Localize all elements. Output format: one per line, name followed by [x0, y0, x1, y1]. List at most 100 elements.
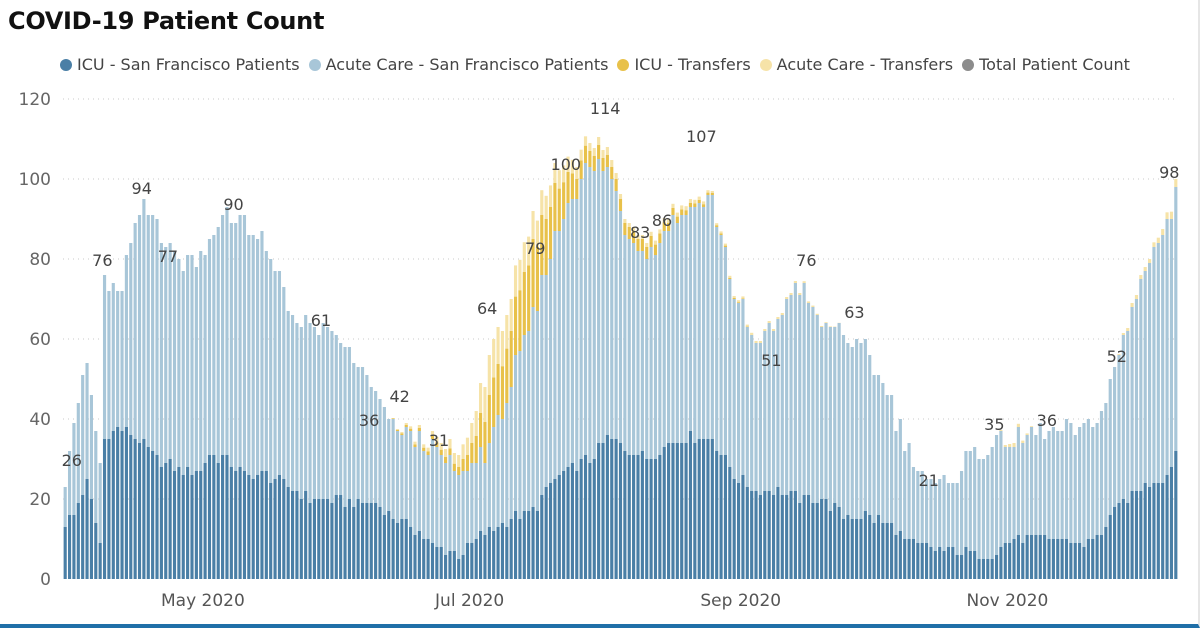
bar-segment[interactable] — [256, 475, 260, 579]
bar-segment[interactable] — [640, 251, 644, 451]
bar-segment[interactable] — [435, 442, 439, 447]
bar-segment[interactable] — [535, 247, 539, 311]
bar-segment[interactable] — [1121, 335, 1125, 499]
bar-segment[interactable] — [365, 503, 369, 579]
bar-segment[interactable] — [680, 215, 684, 443]
bar-segment[interactable] — [513, 355, 518, 511]
bar-segment[interactable] — [1156, 243, 1160, 483]
bar-segment[interactable] — [959, 471, 964, 555]
bar-segment[interactable] — [933, 551, 937, 579]
bar-segment[interactable] — [269, 483, 273, 579]
bar-segment[interactable] — [583, 145, 588, 163]
bar-segment[interactable] — [500, 523, 505, 579]
bar-segment[interactable] — [1108, 379, 1112, 515]
bar-segment[interactable] — [741, 475, 745, 579]
bar-segment[interactable] — [557, 475, 561, 579]
bar-segment[interactable] — [286, 487, 290, 579]
bar-segment[interactable] — [295, 491, 299, 579]
bar-segment[interactable] — [798, 293, 802, 295]
bar-segment[interactable] — [470, 543, 474, 579]
bar-segment[interactable] — [444, 555, 448, 579]
bar-segment[interactable] — [247, 235, 251, 475]
bar-segment[interactable] — [216, 227, 220, 463]
bar-segment[interactable] — [1161, 229, 1165, 235]
bar-segment[interactable] — [172, 471, 177, 579]
bar-segment[interactable] — [702, 207, 706, 439]
bar-segment[interactable] — [977, 559, 981, 579]
bar-segment[interactable] — [63, 487, 67, 527]
bar-segment[interactable] — [430, 435, 435, 439]
bar-segment[interactable] — [557, 188, 561, 231]
bar-segment[interactable] — [824, 323, 828, 499]
bar-segment[interactable] — [360, 503, 365, 579]
bar-segment[interactable] — [1113, 507, 1117, 579]
bar-segment[interactable] — [1073, 543, 1077, 579]
bar-segment[interactable] — [242, 215, 247, 471]
bar-segment[interactable] — [645, 243, 649, 247]
bar-segment[interactable] — [592, 171, 596, 459]
bar-segment[interactable] — [986, 455, 990, 559]
bar-segment[interactable] — [522, 271, 526, 335]
bar-segment[interactable] — [312, 327, 316, 499]
bar-segment[interactable] — [750, 335, 754, 491]
bar-segment[interactable] — [382, 515, 386, 579]
bar-segment[interactable] — [116, 427, 120, 579]
bar-segment[interactable] — [304, 315, 308, 491]
bar-segment[interactable] — [1104, 403, 1108, 527]
bar-segment[interactable] — [151, 451, 155, 579]
bar-segment[interactable] — [81, 495, 85, 579]
bar-segment[interactable] — [1152, 483, 1156, 579]
bar-segment[interactable] — [509, 299, 513, 331]
bar-segment[interactable] — [658, 243, 662, 455]
bar-segment[interactable] — [391, 519, 395, 579]
bar-segment[interactable] — [194, 471, 198, 579]
bar-segment[interactable] — [1126, 503, 1130, 579]
bar-segment[interactable] — [85, 479, 89, 579]
bar-segment[interactable] — [925, 479, 929, 543]
bar-segment[interactable] — [513, 265, 518, 297]
bar-segment[interactable] — [1152, 247, 1156, 483]
bar-segment[interactable] — [916, 471, 920, 543]
bar-segment[interactable] — [618, 199, 623, 211]
bar-segment[interactable] — [649, 459, 653, 579]
bar-segment[interactable] — [824, 322, 828, 323]
bar-segment[interactable] — [645, 459, 649, 579]
bar-segment[interactable] — [959, 555, 964, 579]
bar-segment[interactable] — [876, 375, 881, 515]
bar-segment[interactable] — [780, 315, 784, 495]
bar-segment[interactable] — [540, 275, 544, 495]
bar-segment[interactable] — [583, 455, 588, 579]
bar-segment[interactable] — [588, 463, 592, 579]
bar-segment[interactable] — [172, 251, 177, 471]
bar-segment[interactable] — [229, 467, 233, 579]
bar-segment[interactable] — [562, 471, 566, 579]
bar-segment[interactable] — [741, 299, 745, 475]
bar-segment[interactable] — [789, 293, 793, 295]
bar-segment[interactable] — [409, 426, 413, 429]
bar-segment[interactable] — [264, 471, 268, 579]
bar-segment[interactable] — [693, 207, 697, 443]
bar-segment[interactable] — [413, 441, 417, 445]
bar-segment[interactable] — [518, 351, 522, 519]
bar-segment[interactable] — [535, 311, 539, 511]
bar-segment[interactable] — [474, 539, 478, 579]
bar-segment[interactable] — [627, 223, 631, 227]
bar-segment[interactable] — [1174, 451, 1178, 579]
bar-segment[interactable] — [776, 317, 780, 319]
bar-segment[interactable] — [675, 223, 679, 443]
bar-segment[interactable] — [553, 479, 557, 579]
bar-segment[interactable] — [570, 159, 574, 174]
bar-segment[interactable] — [684, 215, 688, 443]
bar-segment[interactable] — [1161, 483, 1165, 579]
bar-segment[interactable] — [339, 495, 343, 579]
bar-segment[interactable] — [325, 327, 330, 499]
bar-segment[interactable] — [802, 283, 806, 495]
bar-segment[interactable] — [409, 428, 413, 431]
bar-segment[interactable] — [876, 515, 881, 579]
bar-segment[interactable] — [500, 419, 505, 523]
bar-segment[interactable] — [1025, 435, 1029, 535]
bar-segment[interactable] — [933, 483, 937, 551]
bar-segment[interactable] — [430, 543, 435, 579]
bar-segment[interactable] — [990, 559, 994, 579]
bar-segment[interactable] — [234, 471, 238, 579]
